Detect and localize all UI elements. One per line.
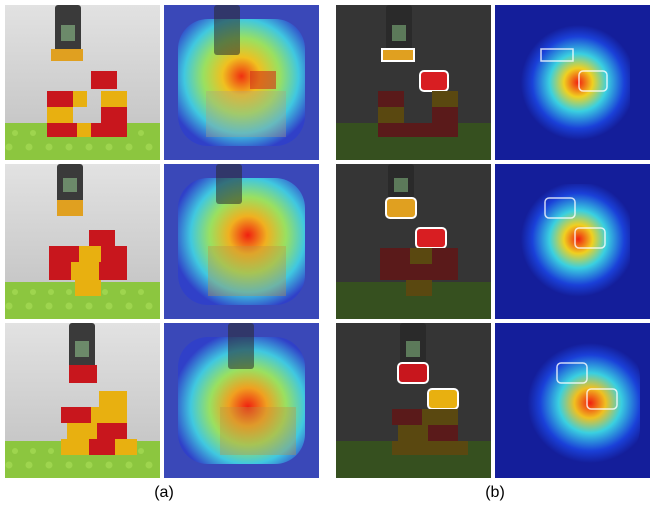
masked-scene-photo — [336, 323, 491, 478]
attention-heatmap-dark — [495, 5, 650, 160]
masked-scene-photo — [336, 164, 491, 319]
attention-heatmap-dark — [495, 323, 650, 478]
caption-b: (b) — [485, 484, 505, 501]
masked-photo-row3-b — [336, 323, 491, 478]
lego-scene-photo — [5, 164, 160, 319]
heatmap-row3-b — [495, 323, 650, 478]
photo-row3-a — [5, 323, 160, 478]
masked-scene-photo — [336, 5, 491, 160]
held-brick — [51, 49, 83, 61]
heatmap-row2-a — [164, 164, 319, 319]
lego-scene-photo — [5, 5, 160, 160]
attention-heatmap-overlay — [164, 164, 319, 319]
caption-a: (a) — [154, 484, 174, 501]
masked-photo-row1-b — [336, 5, 491, 160]
lego-scene-photo — [5, 323, 160, 478]
photo-row2-a — [5, 164, 160, 319]
attention-heatmap-overlay — [164, 323, 319, 478]
heatmap-row2-b — [495, 164, 650, 319]
heatmap-row3-a — [164, 323, 319, 478]
photo-row1-a — [5, 5, 160, 160]
attention-heatmap-overlay — [164, 5, 319, 160]
heatmap-row1-b — [495, 5, 650, 160]
heatmap-row1-a — [164, 5, 319, 160]
attention-heatmap-dark — [495, 164, 650, 319]
masked-photo-row2-b — [336, 164, 491, 319]
